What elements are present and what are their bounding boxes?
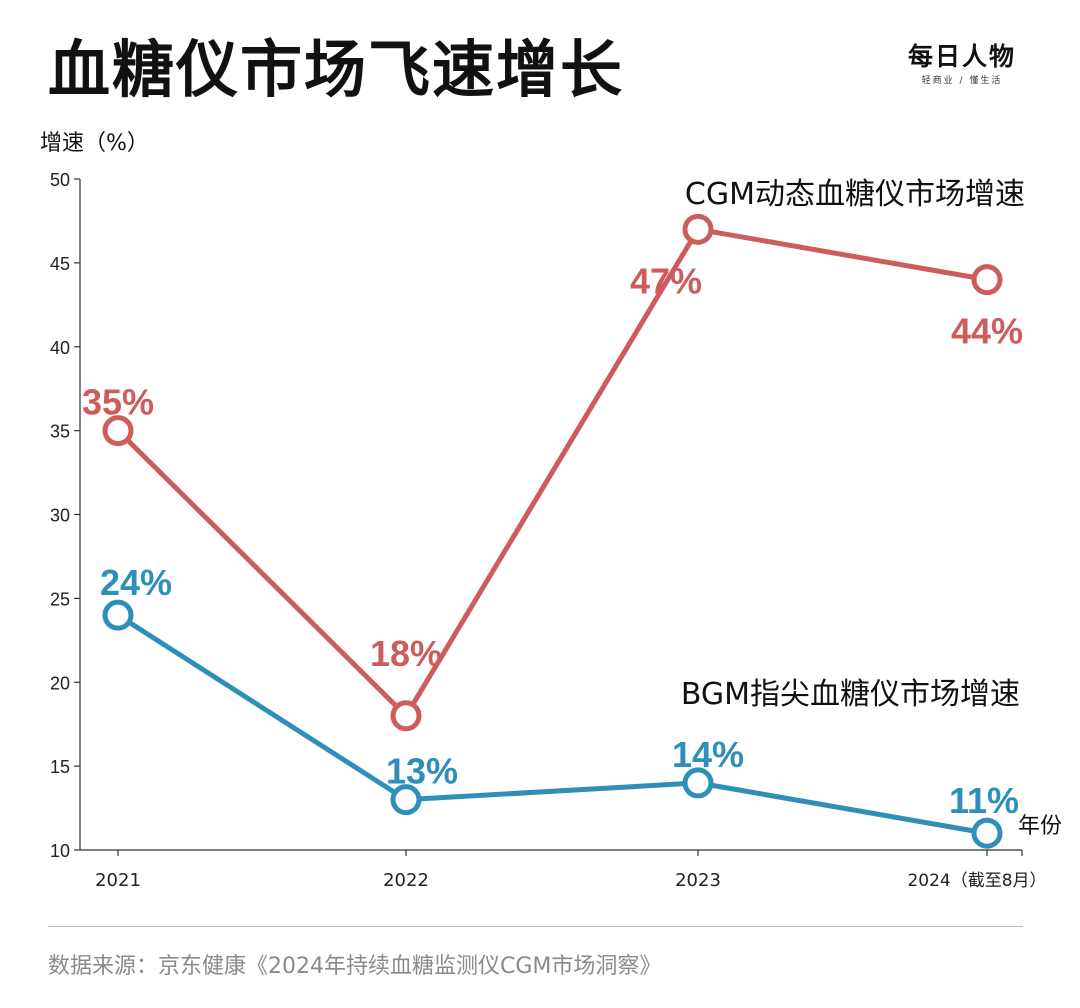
bgm-data-label: 13% [386, 751, 458, 792]
bgm-point [682, 767, 714, 799]
x-axis-title: 年份 [1018, 814, 1062, 839]
bgm-series-label: BGM指尖血糖仪市场增速 [681, 677, 1020, 712]
y-tick-label: 20 [50, 673, 70, 693]
y-tick-label: 50 [50, 170, 70, 190]
y-tick-label: 15 [50, 757, 70, 777]
bgm-data-label: 14% [672, 734, 744, 775]
data-source-note: 数据来源：京东健康《2024年持续血糖监测仪CGM市场洞察》 [48, 954, 662, 979]
bgm-point [390, 784, 422, 816]
bgm-point [971, 817, 1003, 849]
cgm-point [390, 700, 422, 732]
bgm-point [102, 599, 134, 631]
chart-series [102, 213, 1003, 849]
y-axis-title: 增速（%） [40, 131, 149, 156]
bgm-line [115, 612, 990, 836]
x-tick-label: 2023 [675, 870, 721, 891]
cgm-point [682, 213, 714, 245]
chart-data-labels: 35% 18% 47% 44% CGM动态血糖仪市场增速 24% 13% 14% 11% BGM指… [82, 177, 1025, 821]
cgm-data-label: 47% [630, 260, 702, 301]
cgm-data-label: 35% [82, 382, 154, 423]
bgm-data-label: 11% [949, 780, 1019, 821]
cgm-point [971, 264, 1003, 296]
chart-title: 血糖仪市场飞速增长 [48, 33, 625, 106]
cgm-point [102, 415, 134, 447]
y-tick-label: 10 [50, 841, 70, 861]
y-tick-label: 45 [50, 254, 70, 274]
cgm-data-label: 44% [951, 311, 1023, 352]
brand-name: 每日人物 [907, 42, 1016, 71]
y-tick-label: 30 [50, 506, 70, 526]
y-tick-label: 25 [50, 589, 70, 609]
brand-tagline: 轻商业 / 懂生活 [921, 76, 1003, 86]
x-tick-label: 2022 [383, 870, 429, 891]
footer-divider [48, 926, 1023, 927]
brand-logo: 每日人物 轻商业 / 懂生活 [902, 40, 1022, 88]
x-tick-label: 2021 [95, 870, 141, 891]
cgm-series-label: CGM动态血糖仪市场增速 [685, 177, 1025, 212]
cgm-line [115, 226, 990, 719]
y-tick-label: 35 [50, 422, 70, 442]
bgm-data-label: 24% [100, 562, 172, 603]
cgm-data-label: 18% [370, 633, 442, 674]
x-tick-label: 2024（截至8月） [907, 871, 1046, 891]
y-tick-label: 40 [50, 338, 70, 358]
chart-axes: 10 15 20 25 30 35 40 45 50 增速（%） 2021 2022 2023 2024（… [40, 131, 1062, 891]
